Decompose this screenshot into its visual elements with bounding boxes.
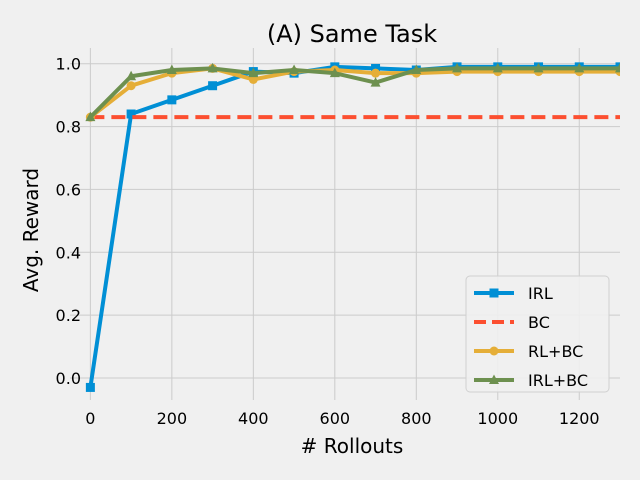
data-point-irl-bc <box>126 70 137 81</box>
data-point-irl-bc <box>370 77 381 87</box>
legend-swatch-irl <box>474 288 514 298</box>
data-point-irl-bc <box>85 111 96 122</box>
plot-area <box>85 62 620 392</box>
legend-marker-irl <box>489 288 499 298</box>
series-line-rl-bc <box>89 66 620 119</box>
data-point-irl <box>167 95 177 105</box>
data-point-irl-bc <box>329 67 340 78</box>
x-tick-label: 600 <box>320 409 351 428</box>
chart-title: (A) Same Task <box>267 20 437 48</box>
x-tick-labels: 0 200 400 600 800 1000 1200 <box>85 409 599 428</box>
y-tick-label: 0.4 <box>56 243 81 262</box>
data-point-irl-bc <box>248 67 259 78</box>
data-point-irl-bc <box>574 62 585 73</box>
legend-box <box>465 275 610 393</box>
legend-label-bc: BC <box>528 313 550 332</box>
data-point-irl-bc <box>411 64 422 74</box>
data-point-irl-bc <box>615 62 620 73</box>
x-axis-label: # Rollouts <box>301 434 404 458</box>
data-point-irl-bc <box>533 62 544 73</box>
data-point-irl <box>126 109 136 119</box>
data-point-irl-bc <box>452 62 463 73</box>
data-point-rl-bc <box>248 74 258 84</box>
x-tick-label: 0 <box>85 409 95 428</box>
data-point-irl-bc <box>166 64 177 74</box>
y-tick-label: 0.6 <box>56 180 81 199</box>
y-tick-label: 0.8 <box>56 118 81 137</box>
y-tick-label: 0.2 <box>56 306 81 325</box>
x-tick-label: 400 <box>238 409 269 428</box>
y-tick-label: 0.0 <box>56 369 81 388</box>
data-point-irl-bc <box>207 62 218 73</box>
y-tick-labels: 0.0 0.2 0.4 0.6 0.8 1.0 <box>56 55 81 388</box>
data-point-rl-bc <box>371 68 381 78</box>
legend-label-rl-bc: RL+BC <box>528 342 583 361</box>
x-tick-label: 800 <box>401 409 432 428</box>
y-axis-label: Avg. Reward <box>19 168 43 292</box>
x-tick-label: 1000 <box>477 409 518 428</box>
legend-label-irl: IRL <box>528 284 553 303</box>
y-tick-label: 1.0 <box>56 55 81 74</box>
data-point-irl <box>85 382 95 392</box>
legend-marker-irl-bc <box>489 374 499 384</box>
series-line-irl-bc <box>88 66 620 119</box>
grid <box>70 48 620 400</box>
data-point-rl-bc <box>126 81 136 91</box>
series-irl-bc <box>85 62 620 122</box>
data-point-irl-bc <box>492 62 503 73</box>
legend-marker-rl-bc <box>489 346 499 356</box>
data-point-irl <box>371 63 381 73</box>
legend-label-irl-bc: IRL+BC <box>528 371 588 390</box>
x-tick-label: 1200 <box>559 409 600 428</box>
legend: IRL BC RL+BC IRL+BC <box>465 275 610 393</box>
data-point-irl-bc <box>289 64 300 74</box>
legend-swatch-rl-bc <box>474 346 514 356</box>
data-point-irl <box>208 81 218 91</box>
legend-swatch-irl-bc <box>474 374 514 384</box>
x-tick-label: 200 <box>157 409 188 428</box>
